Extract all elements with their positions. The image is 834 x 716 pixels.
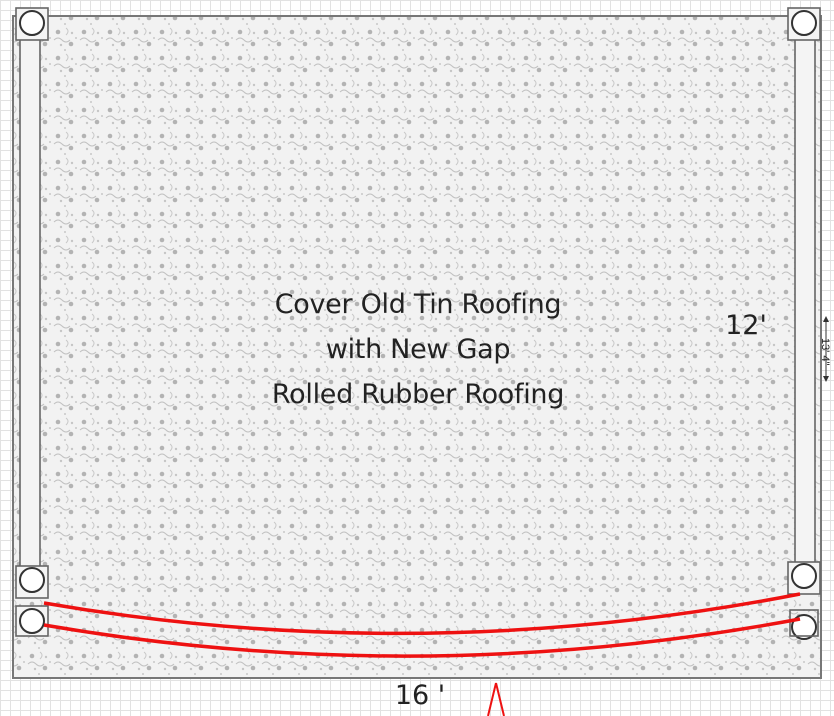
width-dimension-label: 16 ' bbox=[394, 680, 446, 711]
dimension-arrow-down bbox=[823, 376, 829, 382]
gutter-post-right bbox=[789, 609, 819, 637]
gutter-circle-left bbox=[19, 608, 45, 634]
gutter-line-upper bbox=[43, 592, 801, 636]
roofing-note-line-1: Cover Old Tin Roofing bbox=[274, 289, 562, 320]
pointer-line-right bbox=[495, 682, 505, 716]
height-dimension-label: 12' bbox=[725, 310, 767, 341]
roof-area bbox=[12, 15, 822, 679]
post-circle-top-left bbox=[19, 10, 45, 36]
side-dimension-marker: 13' 4" bbox=[818, 316, 832, 382]
left-rafter-beam bbox=[19, 25, 41, 583]
roofing-note: Cover Old Tin Roofing with New Gap Rolle… bbox=[218, 282, 618, 417]
right-rafter-beam bbox=[794, 25, 816, 579]
post-circle-bottom-right bbox=[791, 563, 817, 589]
dimension-arrow-up bbox=[823, 316, 829, 322]
post-circle-top-right bbox=[791, 10, 817, 36]
gutter-line-lower bbox=[43, 617, 801, 658]
post-circle-bottom-left bbox=[19, 567, 45, 593]
pointer-line-left bbox=[487, 682, 497, 716]
roofing-note-line-2: with New Gap bbox=[325, 334, 511, 365]
side-dimension-label: 13' 4" bbox=[819, 338, 831, 366]
roofing-note-line-3: Rolled Rubber Roofing bbox=[271, 379, 565, 410]
